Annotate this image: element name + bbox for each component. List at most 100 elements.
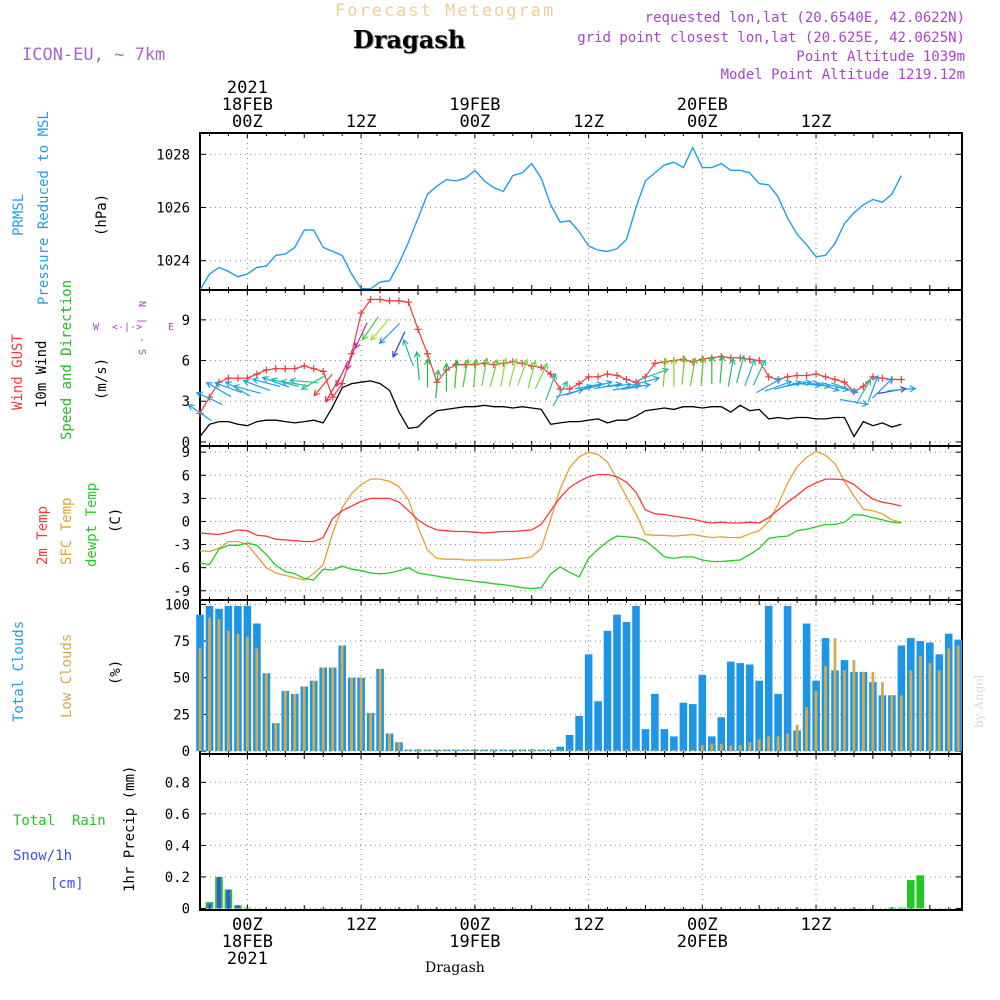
gust-marker xyxy=(376,295,384,303)
low-cloud-bar xyxy=(871,671,875,752)
gust-marker xyxy=(765,373,773,381)
total-cloud-bar xyxy=(575,715,583,752)
gust-marker xyxy=(291,365,299,373)
low-cloud-bar xyxy=(862,671,865,752)
gust-marker xyxy=(253,370,261,378)
wind-arrow xyxy=(261,376,290,388)
low-cloud-bar xyxy=(568,749,571,752)
low-cloud-bar xyxy=(852,660,856,751)
direction-label: Speed and Direction xyxy=(59,280,75,440)
gust-marker xyxy=(840,378,848,386)
total-cloud-bar xyxy=(670,736,678,752)
wind-arrow xyxy=(821,382,850,392)
gust-marker xyxy=(859,382,867,390)
grid-point-coords: grid point closest lon,lat (20.625E, 42.… xyxy=(577,30,965,46)
wind-arrow xyxy=(641,367,670,380)
precip-ytick-label: 0.2 xyxy=(165,870,190,886)
bottom-time-label: 12Z xyxy=(573,915,604,935)
low-cloud-bar xyxy=(416,749,420,752)
wind-arrow xyxy=(392,331,406,359)
wind-arrow xyxy=(872,377,894,399)
bottom-time-label: 00Z xyxy=(687,915,718,935)
clouds-ytick-label: 25 xyxy=(173,707,190,723)
low-cloud-bar xyxy=(691,749,695,752)
gust-marker xyxy=(613,371,621,379)
wind-arrow xyxy=(370,318,390,342)
gust-marker xyxy=(897,376,905,384)
temp-ytick-label: -6 xyxy=(173,561,190,577)
gust-marker xyxy=(329,393,337,401)
low-cloud-bar xyxy=(663,749,666,752)
gust-marker xyxy=(651,359,659,367)
gust-marker xyxy=(575,380,583,388)
low-cloud-bar xyxy=(596,749,600,752)
wind-arrow xyxy=(187,403,212,422)
compass-dash: - xyxy=(136,337,147,343)
gust-marker xyxy=(262,366,270,374)
bottom-time-label: 20FEB xyxy=(677,932,728,952)
wind-arrow xyxy=(603,381,633,389)
clouds-ytick-label: 0 xyxy=(182,744,190,760)
low-cloud-bar xyxy=(530,749,534,752)
low-cloud-bar xyxy=(947,648,951,752)
precip-axis-label: 1hr Precip (mm) xyxy=(122,766,138,892)
compass-rose: N | W <-|-> E - S xyxy=(93,301,174,355)
low-cloud-bar xyxy=(587,749,590,752)
total-cloud-bar xyxy=(584,654,593,752)
gust-marker xyxy=(414,325,422,333)
bottom-time-label: 19FEB xyxy=(449,932,500,952)
temp-unit: (C) xyxy=(108,508,124,533)
top-time-label: 00Z xyxy=(459,112,490,132)
wind-arrow xyxy=(622,382,652,390)
wind-arrow xyxy=(680,355,688,385)
wind-arrow xyxy=(736,354,746,384)
total-cloud-bar xyxy=(632,605,640,752)
sfc-temp-line xyxy=(199,450,902,581)
gust-marker xyxy=(405,298,413,306)
low-cloud-bar xyxy=(501,749,505,752)
rain-bar xyxy=(888,907,896,909)
top-time-label: 12Z xyxy=(346,112,377,132)
low-cloud-bar xyxy=(454,749,458,752)
temp-frame xyxy=(199,445,963,601)
wind-arrow xyxy=(289,377,319,385)
gust-marker xyxy=(604,370,612,378)
total-cloud-bar xyxy=(565,734,574,751)
gust-marker xyxy=(594,373,602,381)
pressure-line xyxy=(199,145,902,291)
total-cloud-bar xyxy=(622,622,631,752)
footer-location: Dragash xyxy=(425,960,485,976)
gust-marker xyxy=(537,363,545,371)
wind-arrow xyxy=(481,357,490,387)
wind-arrow xyxy=(232,384,262,394)
total-cloud-bar xyxy=(717,717,726,751)
clouds-panel: 0 25 50 75 100 xyxy=(165,597,963,760)
low-cloud-bar xyxy=(824,666,827,752)
total-cloud-bar xyxy=(660,729,669,752)
compass-w: W xyxy=(93,322,100,333)
wind-ytick-label: 6 xyxy=(182,354,190,370)
clouds-ytick-label: 100 xyxy=(165,597,190,613)
top-time-label: 2021 xyxy=(227,78,268,98)
gust-marker xyxy=(423,350,431,358)
low-cloud-bar xyxy=(833,638,837,751)
wind-arrow xyxy=(812,380,840,392)
rain-bar xyxy=(243,907,252,909)
wind-arrow xyxy=(534,362,549,390)
wind-arrow xyxy=(453,358,461,389)
low-cloud-bar xyxy=(899,695,903,751)
gust-marker xyxy=(234,374,242,382)
low-cloud-bar xyxy=(208,617,211,752)
clouds-ytick-label: 75 xyxy=(173,634,190,650)
low-cloud-bar xyxy=(909,670,913,752)
top-time-label: 12Z xyxy=(573,112,604,132)
wind-arrow xyxy=(840,398,869,407)
bottom-time-label: 00Z xyxy=(459,915,490,935)
low-cloud-bar xyxy=(312,680,316,752)
low-cloud-bar xyxy=(445,749,448,752)
wind-ytick-label: 9 xyxy=(182,313,190,329)
wind-arrow xyxy=(718,354,726,384)
low-cloud-bar xyxy=(255,648,259,752)
